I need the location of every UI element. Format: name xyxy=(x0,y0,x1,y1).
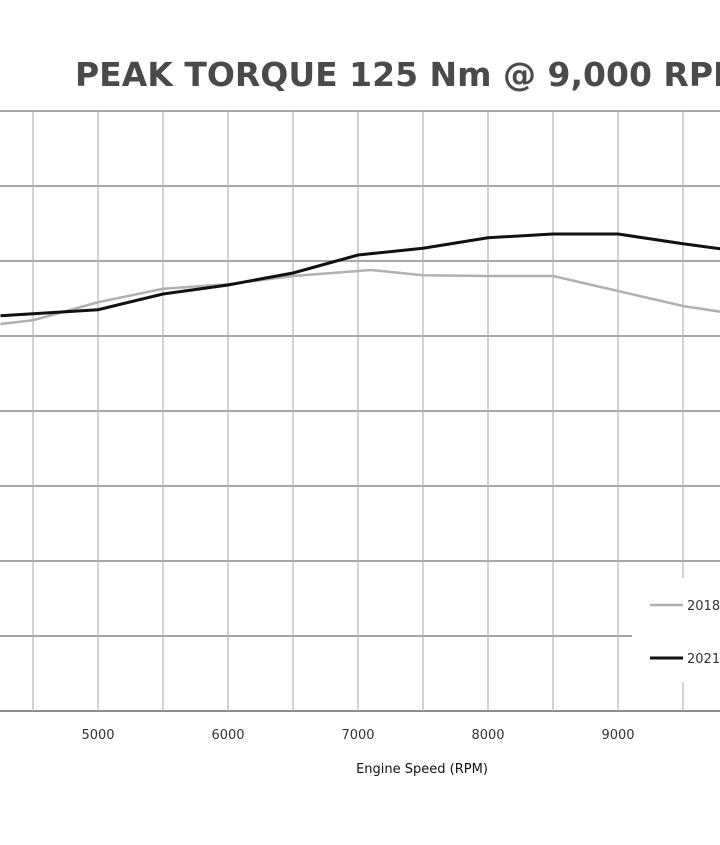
series-line-2018 xyxy=(0,268,720,326)
x-tick-label: 9000 xyxy=(601,728,634,743)
legend-label-2021: 2021 xyxy=(687,652,720,667)
series-lines xyxy=(0,232,720,326)
x-axis-label: Engine Speed (RPM) xyxy=(356,762,488,777)
x-tick-labels: 5000 6000 7000 8000 9000 xyxy=(81,728,634,743)
series-line-2021 xyxy=(0,232,720,318)
legend-box xyxy=(632,578,720,682)
x-tick-label: 7000 xyxy=(341,728,374,743)
chart-title: PEAK TORQUE 125 Nm @ 9,000 RPM xyxy=(75,55,720,94)
grid xyxy=(0,110,720,712)
legend: 2018 2021 xyxy=(650,599,720,667)
x-tick-label: 6000 xyxy=(211,728,244,743)
x-tick-label: 5000 xyxy=(81,728,114,743)
legend-label-2018: 2018 xyxy=(687,599,720,614)
x-tick-label: 8000 xyxy=(471,728,504,743)
